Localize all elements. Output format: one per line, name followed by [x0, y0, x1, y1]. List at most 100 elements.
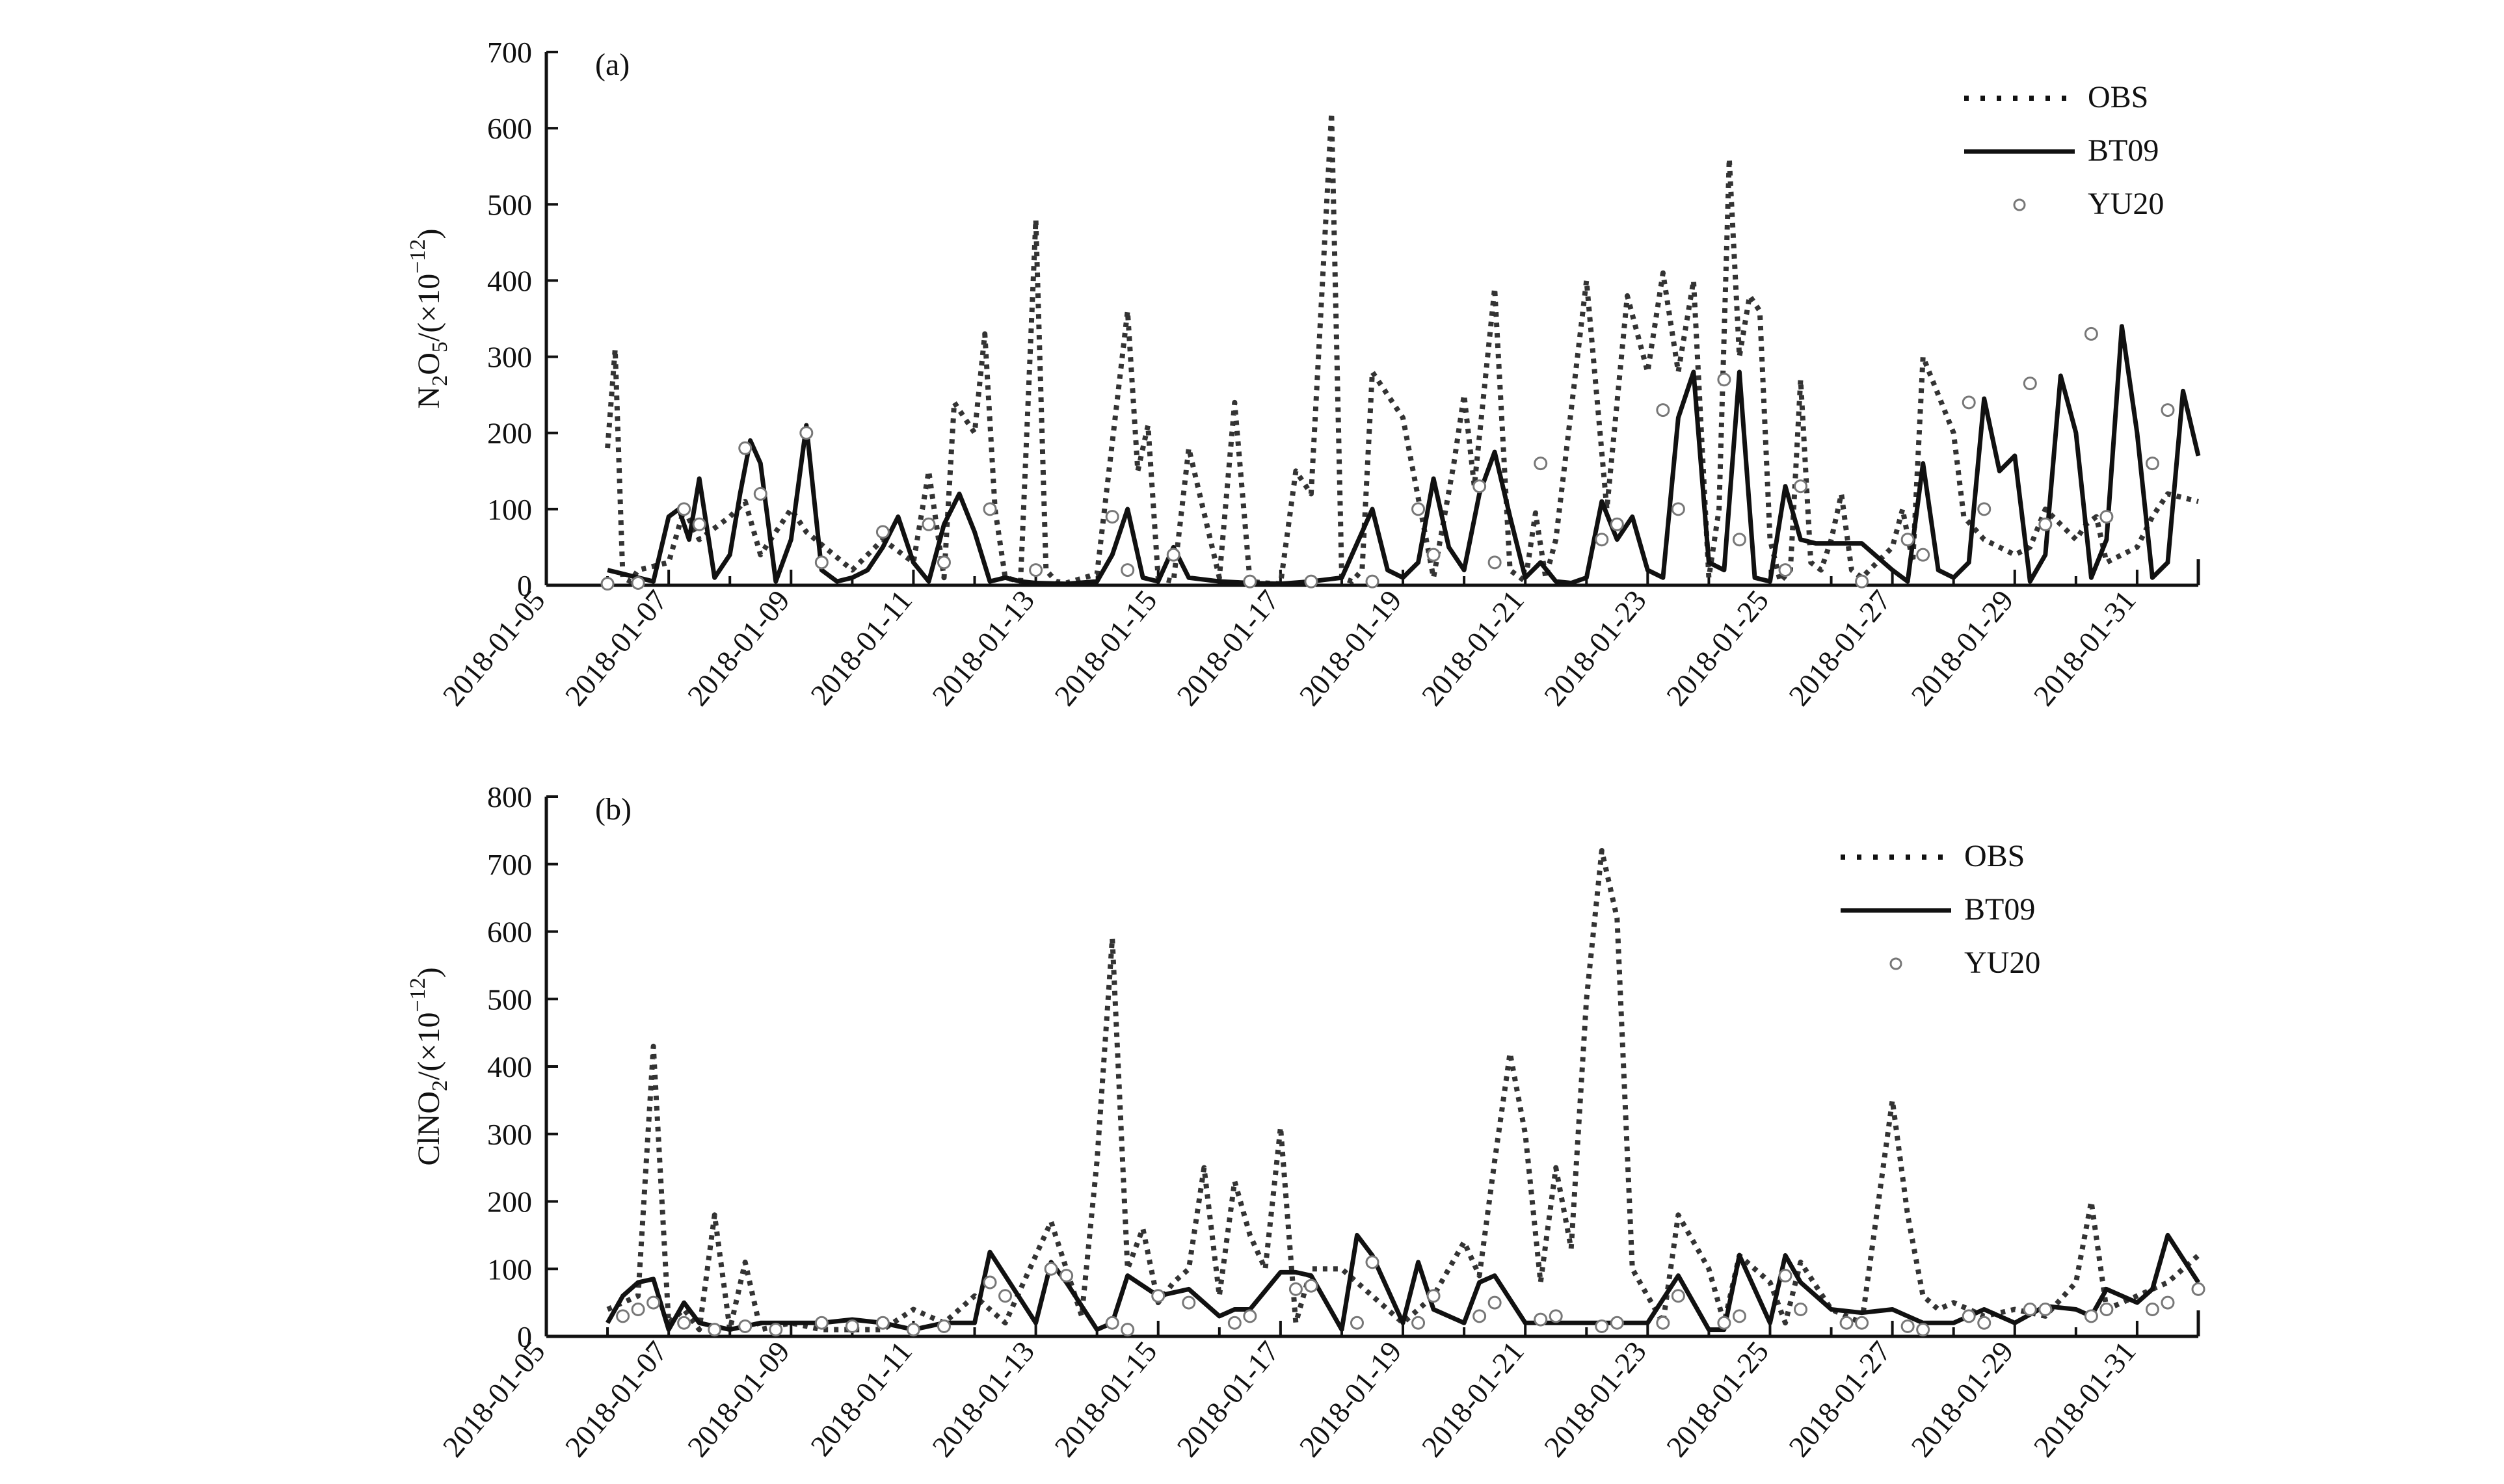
x-tick-label: 2018-01-17	[1171, 1335, 1286, 1463]
yu20-point	[708, 1323, 722, 1337]
y-tick-label: 100	[487, 493, 532, 526]
obs-line	[606, 848, 2200, 1332]
yu20-point	[1411, 502, 1426, 516]
yu20-point	[1977, 1316, 1991, 1330]
y-axis-title-part: 5	[428, 341, 452, 352]
x-tick-label: 2018-01-11	[804, 584, 918, 711]
y-tick-label: 600	[487, 916, 532, 949]
yu20-point	[1151, 1289, 1165, 1303]
yu20-point	[799, 426, 814, 440]
yu20-point	[1534, 457, 1548, 471]
yu20-point	[983, 1275, 997, 1290]
yu20-point	[1350, 1316, 1364, 1330]
y-axis-title-part: ClNO	[412, 1091, 446, 1166]
bt09-line	[606, 1232, 2200, 1332]
x-tick-label: 2018-01-21	[1415, 1335, 1530, 1463]
yu20-point	[1656, 1316, 1670, 1330]
yu20-point	[1595, 1319, 1609, 1333]
yu20-point	[1243, 1309, 1257, 1323]
yu20-point	[646, 1295, 661, 1310]
yu20-point	[1610, 1316, 1624, 1330]
yu20-point	[2084, 326, 2098, 341]
yu20-point	[937, 1319, 951, 1333]
y-axis-title: N2O5/(×10−12)	[406, 229, 452, 409]
x-tick-label: 2018-01-29	[1904, 1335, 2019, 1463]
legend-label-bt09: BT09	[1964, 892, 2035, 927]
y-tick-label: 400	[487, 1050, 532, 1083]
series-obs	[605, 110, 2199, 587]
yu20-point	[753, 486, 767, 501]
yu20-point	[1549, 1309, 1563, 1323]
yu20-point	[1365, 1255, 1379, 1269]
yu20-point	[692, 517, 706, 531]
yu20-point	[1717, 1316, 1731, 1330]
y-tick-label: 0	[517, 1320, 532, 1353]
yu20-point	[1855, 574, 1869, 589]
yu20-point	[1977, 502, 1991, 516]
yu20-point	[1044, 1262, 1058, 1276]
y-tick-label: 500	[487, 188, 532, 221]
yu20-point	[2191, 1282, 2205, 1296]
yu20-point	[1472, 1309, 1487, 1323]
y-axis-title-part: −12	[406, 977, 430, 1012]
yu20-point	[937, 555, 951, 570]
yu20-point	[1029, 563, 1043, 577]
x-tick-label: 2018-01-23	[1538, 1335, 1653, 1463]
yu20-point	[1288, 1282, 1303, 1296]
yu20-point	[1916, 1323, 1930, 1337]
x-tick-label: 2018-01-15	[1048, 584, 1163, 712]
yu20-point	[1962, 395, 1976, 410]
y-axis-title: ClNO2/(×10−12)	[406, 967, 452, 1165]
yu20-point	[1227, 1316, 1242, 1330]
yu20-point	[1717, 373, 1731, 387]
yu20-point	[2161, 1295, 2175, 1310]
yu20-point	[677, 502, 691, 516]
yu20-point	[845, 1319, 859, 1333]
yu20-point	[1855, 1316, 1869, 1330]
y-tick-label: 300	[487, 1118, 532, 1151]
legend-marker-yu20	[2013, 198, 2026, 211]
yu20-point	[1105, 1316, 1119, 1330]
yu20-point	[2023, 1303, 2037, 1316]
yu20-point	[2023, 377, 2037, 391]
y-axis-title-part: /(×10	[412, 1013, 446, 1080]
yu20-point	[1121, 563, 1135, 577]
y-axis-title-part: )	[412, 229, 446, 239]
yu20-point	[1839, 1316, 1854, 1330]
legend-label-yu20: YU20	[1964, 946, 2040, 980]
legend-marker-yu20	[1889, 957, 1902, 970]
yu20-point	[631, 1303, 645, 1316]
yu20-point	[1182, 1295, 1196, 1310]
yu20-point	[875, 1316, 890, 1330]
x-tick-label: 2018-01-19	[1293, 584, 1408, 712]
yu20-point	[2038, 517, 2053, 531]
yu20-point	[1732, 1309, 1746, 1323]
bt09-line	[607, 324, 2201, 587]
x-tick-label: 2018-01-25	[1660, 1335, 1775, 1463]
x-tick-label: 2018-01-13	[926, 584, 1041, 712]
x-tick-label: 2018-01-09	[681, 584, 796, 712]
yu20-point	[2145, 457, 2159, 471]
yu20-point	[2161, 403, 2175, 417]
yu20-point	[1962, 1309, 1976, 1323]
y-axis-title-part: O	[412, 352, 446, 375]
yu20-point	[1243, 574, 1257, 589]
y-tick-label: 800	[487, 780, 532, 814]
yu20-point	[1121, 1323, 1135, 1337]
yu20-point	[1534, 1312, 1548, 1327]
yu20-point	[998, 1289, 1013, 1303]
yu20-point	[600, 577, 615, 591]
x-tick-label: 2018-01-29	[1904, 584, 2019, 712]
y-axis-title-part: /(×10	[412, 274, 446, 341]
yu20-point	[1610, 517, 1624, 531]
x-tick-label: 2018-01-13	[926, 1335, 1041, 1463]
x-tick-label: 2018-01-21	[1415, 584, 1530, 712]
yu20-point	[1304, 574, 1318, 589]
y-axis-title-part: −12	[406, 239, 430, 274]
yu20-point	[922, 517, 936, 531]
x-tick-label: 2018-01-15	[1048, 1335, 1163, 1463]
yu20-point	[2099, 510, 2114, 524]
panel-label: (a)	[595, 47, 630, 82]
